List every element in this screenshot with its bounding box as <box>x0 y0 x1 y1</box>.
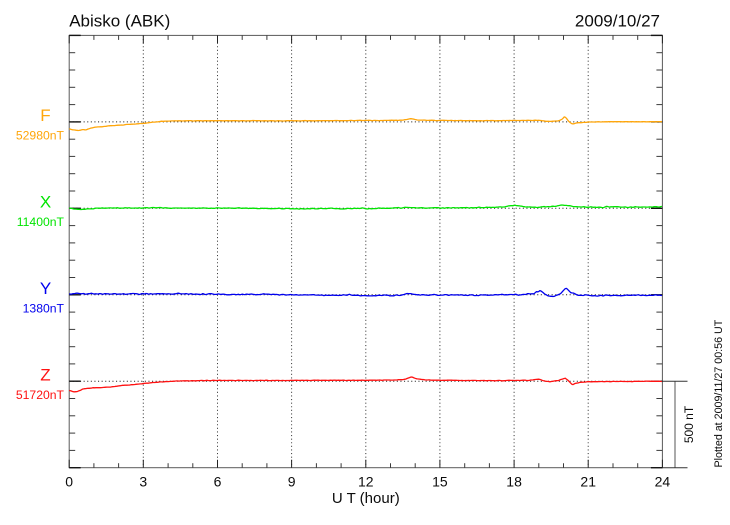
svg-text:1380nT: 1380nT <box>23 301 65 315</box>
svg-text:15: 15 <box>432 474 448 490</box>
svg-text:21: 21 <box>580 474 596 490</box>
svg-text:52980nT: 52980nT <box>16 128 65 142</box>
svg-text:Y: Y <box>40 279 51 298</box>
svg-text:24: 24 <box>655 474 671 490</box>
svg-text:3: 3 <box>139 474 147 490</box>
svg-text:2009/10/27: 2009/10/27 <box>575 12 660 31</box>
svg-text:U T (hour): U T (hour) <box>332 490 400 507</box>
svg-text:51720nT: 51720nT <box>16 388 65 402</box>
svg-text:12: 12 <box>358 474 374 490</box>
svg-text:6: 6 <box>214 474 222 490</box>
svg-text:9: 9 <box>288 474 296 490</box>
svg-text:18: 18 <box>506 474 522 490</box>
svg-text:X: X <box>40 193 51 212</box>
svg-text:500 nT: 500 nT <box>682 405 696 443</box>
svg-text:Abisko (ABK): Abisko (ABK) <box>69 12 170 31</box>
svg-text:0: 0 <box>65 474 73 490</box>
svg-text:11400nT: 11400nT <box>17 215 65 229</box>
svg-text:F: F <box>40 106 50 125</box>
svg-text:Z: Z <box>40 366 50 385</box>
svg-text:Plotted at 2009/11/27 00:56 UT: Plotted at 2009/11/27 00:56 UT <box>713 319 725 467</box>
